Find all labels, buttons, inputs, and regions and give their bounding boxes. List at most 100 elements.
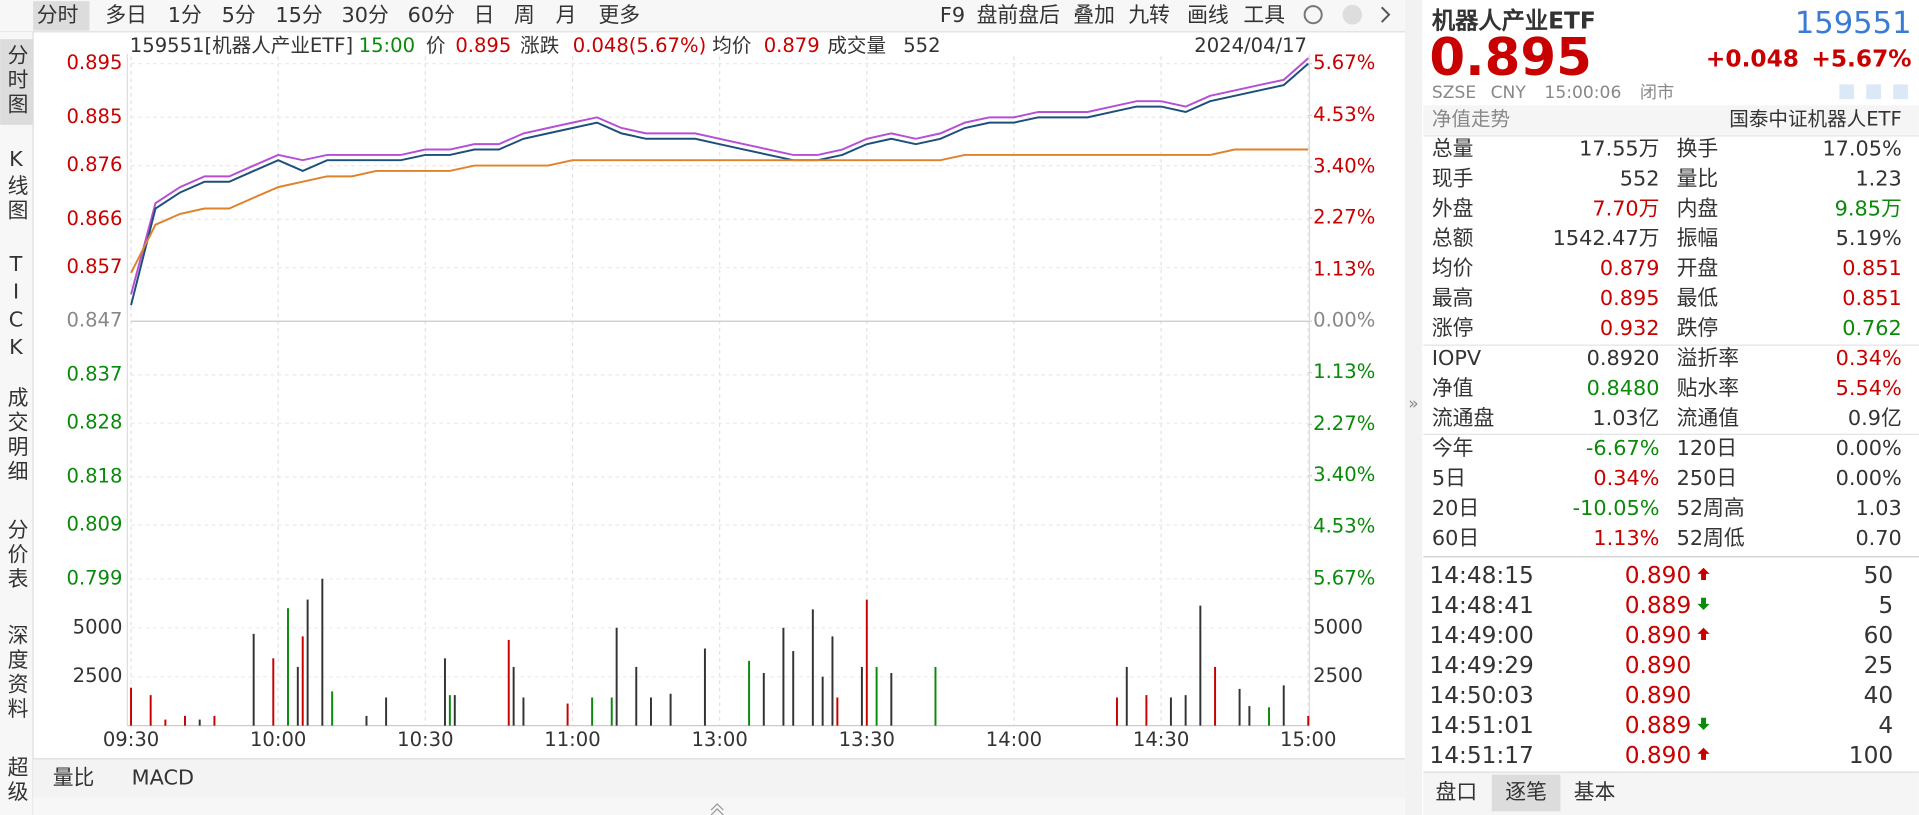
panel-tab[interactable]: 盘口 bbox=[1436, 780, 1478, 804]
pct-tick-label: 3.40% bbox=[1313, 463, 1375, 486]
volume-bar bbox=[934, 666, 937, 726]
volume-bar bbox=[252, 633, 255, 726]
active-side-bg bbox=[0, 39, 34, 125]
stat-label: 贴水率 bbox=[1677, 376, 1739, 400]
toolbar-tab[interactable]: 60分 bbox=[408, 3, 455, 27]
volume-bar bbox=[1307, 715, 1310, 726]
volume-bar bbox=[865, 599, 868, 726]
stat-label: 总量 bbox=[1432, 136, 1474, 160]
trade-time: 14:51:17 bbox=[1429, 742, 1533, 769]
stat-label: 20日 bbox=[1432, 496, 1479, 520]
toolbar-tool[interactable]: 工具 bbox=[1243, 3, 1285, 27]
volume-bar bbox=[1199, 605, 1202, 726]
toolbar-tab[interactable]: 5分 bbox=[222, 3, 256, 27]
trade-price: 0.890 bbox=[1625, 742, 1692, 769]
volume-bar bbox=[301, 636, 304, 726]
panel-divider[interactable] bbox=[1404, 0, 1423, 815]
side-tab[interactable]: 超级 bbox=[4, 756, 28, 805]
toolbar-tab[interactable]: 月 bbox=[556, 3, 577, 27]
toolbar-tab[interactable]: 多日 bbox=[105, 3, 147, 27]
add-icon[interactable] bbox=[1893, 84, 1908, 100]
toolbar-bg bbox=[0, 0, 1405, 32]
next-icon[interactable] bbox=[1380, 6, 1391, 23]
edit-icon[interactable] bbox=[1839, 84, 1855, 100]
side-tab[interactable]: 分价表 bbox=[4, 519, 28, 592]
toolbar-tab[interactable]: 日 bbox=[474, 3, 495, 27]
nav-row-bg bbox=[1423, 105, 1919, 135]
indicator-tab[interactable]: MACD bbox=[132, 765, 194, 789]
toolbar-tool[interactable]: 盘前盘后 bbox=[977, 3, 1060, 27]
alert-icon[interactable] bbox=[1866, 84, 1881, 100]
toolbar-tool[interactable]: F9 bbox=[940, 3, 965, 27]
volume-bar bbox=[287, 608, 289, 726]
stat-label: 52周高 bbox=[1677, 496, 1745, 520]
side-tab[interactable]: 深度资料 bbox=[4, 624, 28, 722]
toolbar-tool[interactable]: 叠加 bbox=[1073, 3, 1115, 27]
collapse-icon[interactable] bbox=[710, 803, 724, 815]
panel-code: 159551 bbox=[1795, 6, 1912, 41]
stat-label: 今年 bbox=[1432, 436, 1474, 460]
volume-bar bbox=[321, 578, 324, 726]
volume-bar bbox=[875, 666, 878, 726]
pct-tick-label: 1.13% bbox=[1313, 360, 1375, 383]
volume-bar bbox=[762, 672, 765, 726]
up-arrow bbox=[1697, 567, 1710, 581]
stat-label: 溢折率 bbox=[1677, 346, 1739, 370]
help-icon[interactable] bbox=[1342, 4, 1363, 25]
expand-icon[interactable]: » bbox=[1408, 394, 1418, 414]
panel-icons[interactable] bbox=[1839, 84, 1908, 100]
toolbar-tool[interactable]: 画线 bbox=[1187, 3, 1229, 27]
volume-tick-label: 5000 bbox=[73, 615, 123, 638]
stat-value: 0.8480 bbox=[1587, 376, 1660, 400]
chart-header: 均价 bbox=[712, 34, 751, 57]
toolbar-tab[interactable]: 周 bbox=[514, 3, 535, 27]
volume-bar bbox=[1184, 695, 1187, 726]
panel-info: 闭市 bbox=[1640, 83, 1674, 103]
active-panel-tab bbox=[1491, 774, 1561, 812]
stat-label: 流通值 bbox=[1677, 406, 1739, 430]
volume-tick-label: 5000 bbox=[1313, 615, 1363, 638]
x-tick-label: 15:00 bbox=[1280, 728, 1336, 751]
toolbar-tab[interactable]: 15分 bbox=[275, 3, 322, 27]
settings-icon[interactable] bbox=[1303, 5, 1323, 25]
y-tick-label: 0.885 bbox=[66, 105, 122, 128]
stat-label: 换手 bbox=[1677, 136, 1719, 160]
nav-link[interactable]: 净值走势 bbox=[1432, 107, 1510, 130]
volume-tick-label: 2500 bbox=[1313, 664, 1363, 687]
x-tick-label: 13:00 bbox=[691, 728, 747, 751]
toolbar-tab[interactable]: 1分 bbox=[168, 3, 202, 27]
panel-tab[interactable]: 逐笔 bbox=[1505, 780, 1547, 804]
stat-label: 跌停 bbox=[1677, 316, 1719, 340]
stat-value: 0.851 bbox=[1842, 256, 1902, 280]
toolbar-tab[interactable]: 更多 bbox=[599, 3, 641, 27]
toolbar-tab[interactable]: 分时 bbox=[37, 3, 79, 27]
volume-bar bbox=[130, 687, 133, 726]
indicator-tab[interactable]: 量比 bbox=[53, 765, 95, 789]
trade-volume: 25 bbox=[1864, 652, 1894, 679]
volume-bar bbox=[610, 697, 613, 726]
side-tab[interactable]: TICK bbox=[4, 252, 28, 363]
toolbar-tool[interactable]: 九转 bbox=[1128, 3, 1170, 27]
trade-volume: 4 bbox=[1878, 712, 1893, 739]
stat-value: 1542.47万 bbox=[1553, 226, 1660, 250]
side-tab[interactable]: K线图 bbox=[4, 147, 28, 224]
side-tab[interactable]: 成交明细 bbox=[4, 387, 28, 485]
trade-price: 0.890 bbox=[1625, 562, 1692, 589]
pct-tick-label: 5.67% bbox=[1313, 51, 1375, 74]
side-tab[interactable]: 分时图 bbox=[4, 44, 28, 117]
price-line bbox=[130, 148, 1309, 274]
stat-label: 120日 bbox=[1677, 436, 1738, 460]
stat-value: -6.67% bbox=[1586, 436, 1660, 460]
stat-value: 0.895 bbox=[1600, 286, 1660, 310]
toolbar-tab[interactable]: 30分 bbox=[342, 3, 389, 27]
volume-bar bbox=[635, 666, 638, 726]
stat-label: 开盘 bbox=[1677, 256, 1719, 280]
volume-bar bbox=[1238, 688, 1241, 726]
panel-tab[interactable]: 基本 bbox=[1574, 780, 1616, 804]
volume-bar bbox=[811, 609, 814, 726]
panel-name: 机器人产业ETF bbox=[1432, 8, 1596, 35]
price-line bbox=[130, 57, 1309, 295]
trade-volume: 100 bbox=[1849, 742, 1893, 769]
x-tick-label: 10:30 bbox=[397, 728, 453, 751]
trade-volume: 50 bbox=[1864, 562, 1894, 589]
